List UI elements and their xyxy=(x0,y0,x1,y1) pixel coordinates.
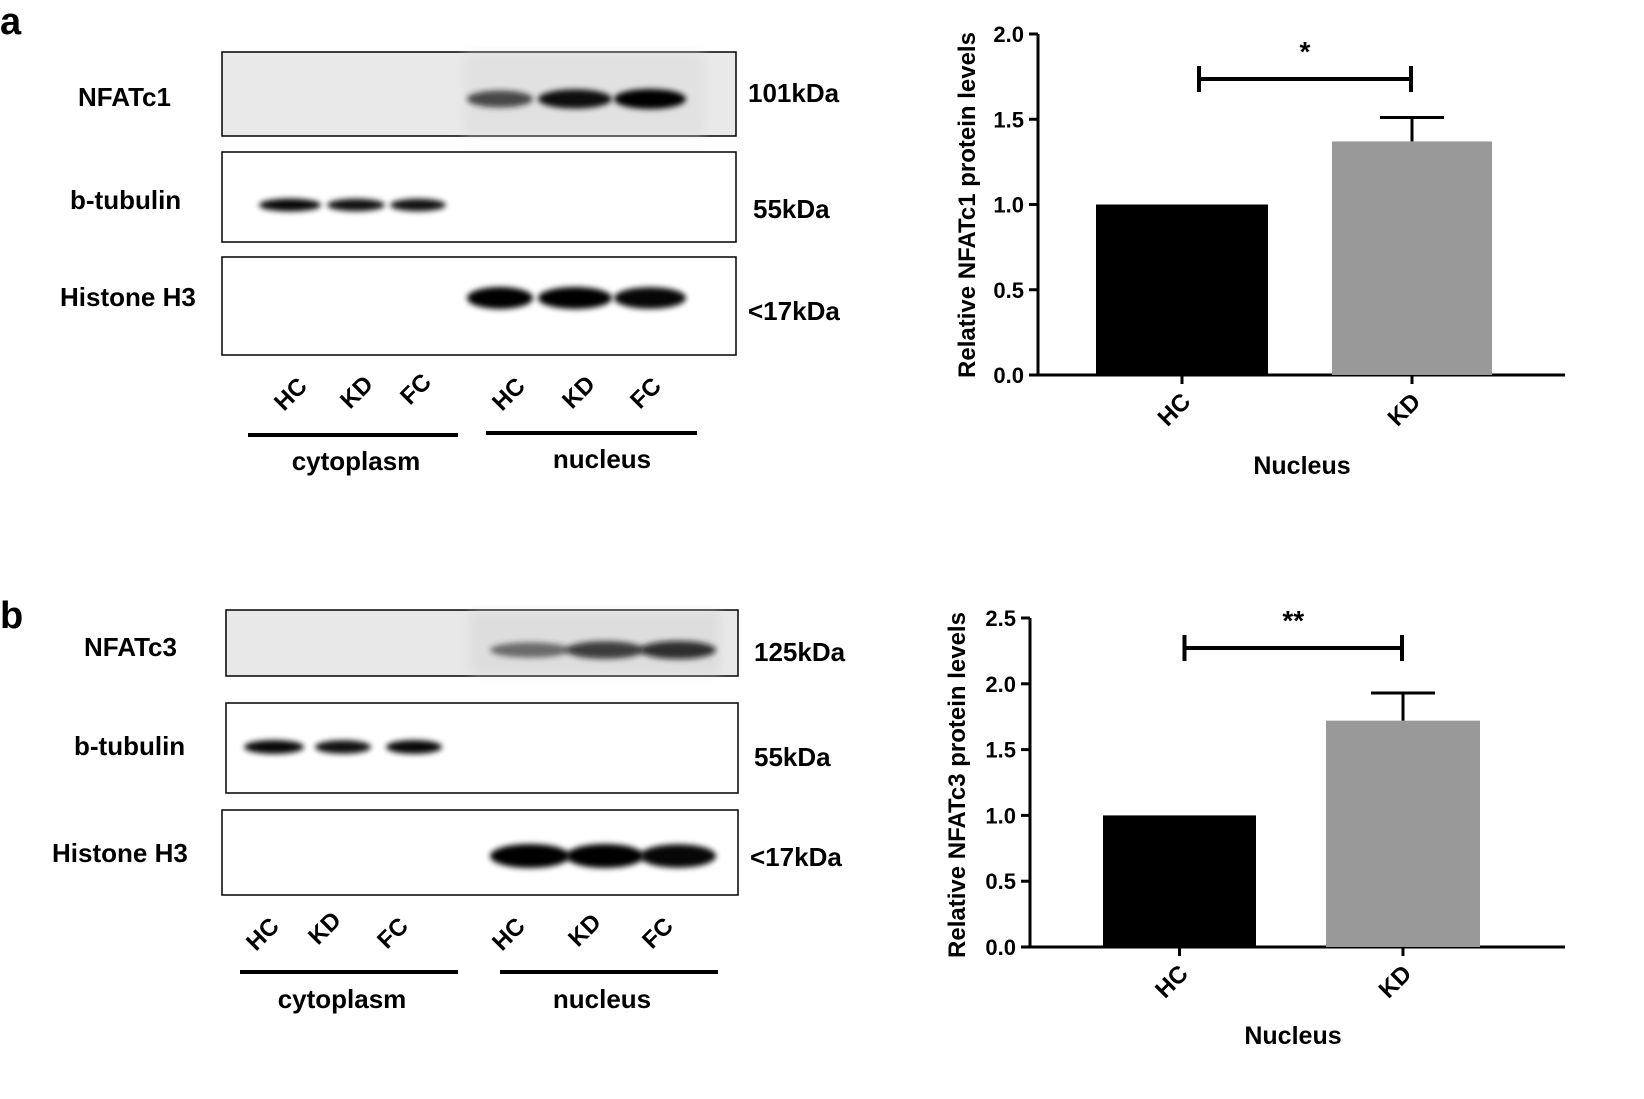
panel-a: a NFATc1 b-tubulin Histone H3 101kDa 55k… xyxy=(0,1,1565,480)
blot-bands xyxy=(259,89,686,309)
protein-label: b-tubulin xyxy=(74,731,185,761)
blot-strip xyxy=(221,151,737,243)
group-label: nucleus xyxy=(553,444,651,474)
chart-ylabel: Relative NFATc3 protein levels xyxy=(944,612,971,958)
blot-band xyxy=(490,642,570,658)
group-label: nucleus xyxy=(553,984,651,1014)
lane-label: FC xyxy=(372,913,414,955)
protein-label: b-tubulin xyxy=(70,185,181,215)
blot-band xyxy=(640,641,716,659)
lane-label: KD xyxy=(335,371,379,415)
blot-band xyxy=(390,198,446,212)
blot-band xyxy=(566,641,644,659)
blot-band xyxy=(614,287,686,309)
lane-label: HC xyxy=(487,373,531,417)
significance-label: ** xyxy=(1282,605,1304,636)
y-tick-label: 1.5 xyxy=(993,107,1024,132)
y-tick-label: 0.5 xyxy=(985,869,1016,894)
protein-label: NFATc3 xyxy=(84,632,177,662)
lane-label: HC xyxy=(269,373,313,417)
blot-strip xyxy=(221,809,739,896)
chart-ylabel: Relative NFATc1 protein levels xyxy=(954,32,981,378)
size-label: <17kDa xyxy=(750,842,842,872)
significance-bracket xyxy=(1197,66,1413,92)
lane-label: HC xyxy=(487,913,531,957)
bar xyxy=(1332,141,1492,375)
y-tick-label: 2.0 xyxy=(993,22,1024,47)
panel-b: b NFATc3 b-tubulin Histone H3 125kDa 55k… xyxy=(0,595,1565,1050)
blot-band xyxy=(538,89,612,109)
significance-label: * xyxy=(1300,36,1311,67)
blot-band xyxy=(538,287,612,309)
y-tick-label: 1.0 xyxy=(993,193,1024,218)
western-blot-b: NFATc3 b-tubulin Histone H3 125kDa 55kDa… xyxy=(52,609,846,1014)
panel-letter: a xyxy=(0,1,22,43)
x-tick-label: HC xyxy=(1150,960,1194,1004)
size-label: 55kDa xyxy=(753,194,830,224)
blot-band xyxy=(467,90,533,108)
bar-chart-nfatc3: Relative NFATc3 protein levels Nucleus 0… xyxy=(944,605,1565,1050)
error-bar xyxy=(1380,116,1444,142)
blot-band xyxy=(259,198,321,212)
blot-band xyxy=(490,844,570,868)
blot-band xyxy=(244,740,304,754)
blot-band xyxy=(640,844,716,868)
y-tick-label: 0.0 xyxy=(993,363,1024,388)
y-tick-label: 1.5 xyxy=(985,738,1016,763)
lane-label: FC xyxy=(637,913,679,955)
western-blot-a: NFATc1 b-tubulin Histone H3 101kDa 55kDa… xyxy=(60,51,840,476)
size-label: 55kDa xyxy=(754,742,831,772)
protein-label: Histone H3 xyxy=(60,282,196,312)
lane-label: KD xyxy=(557,371,601,415)
bar xyxy=(1096,204,1268,375)
lane-label: FC xyxy=(395,369,437,411)
blot-band xyxy=(386,740,442,754)
y-tick-label: 2.5 xyxy=(985,606,1016,631)
blot-band xyxy=(327,198,385,212)
size-label: 125kDa xyxy=(754,637,846,667)
panel-letter: b xyxy=(0,595,23,637)
bar xyxy=(1103,815,1256,947)
group-label: cytoplasm xyxy=(278,984,407,1014)
lane-label: FC xyxy=(625,373,667,415)
blot-band xyxy=(315,740,371,754)
x-tick-label: KD xyxy=(1383,388,1427,432)
significance-bracket xyxy=(1182,635,1404,661)
protein-label: NFATc1 xyxy=(78,82,171,112)
chart-xlabel: Nucleus xyxy=(1253,452,1350,480)
bar xyxy=(1326,720,1480,947)
size-label: <17kDa xyxy=(748,296,840,326)
x-tick-label: HC xyxy=(1153,388,1197,432)
blot-strip xyxy=(225,702,739,794)
x-tick-label: KD xyxy=(1374,960,1418,1004)
lane-label: HC xyxy=(241,913,285,957)
error-bar xyxy=(1371,691,1435,721)
lane-label: KD xyxy=(563,909,607,953)
blot-bands xyxy=(244,641,716,868)
y-tick-label: 1.0 xyxy=(985,803,1016,828)
size-label: 101kDa xyxy=(748,78,840,108)
bar-chart-nfatc1: Relative NFATc1 protein levels Nucleus 0… xyxy=(954,22,1565,480)
lane-label: KD xyxy=(303,907,347,951)
chart-xlabel: Nucleus xyxy=(1244,1022,1341,1050)
blot-band xyxy=(467,287,533,309)
y-tick-label: 0.5 xyxy=(993,278,1024,303)
group-label: cytoplasm xyxy=(292,446,421,476)
y-tick-label: 0.0 xyxy=(985,935,1016,960)
blot-band xyxy=(566,844,644,868)
protein-label: Histone H3 xyxy=(52,838,188,868)
y-tick-label: 2.0 xyxy=(985,672,1016,697)
blot-band xyxy=(614,89,686,109)
